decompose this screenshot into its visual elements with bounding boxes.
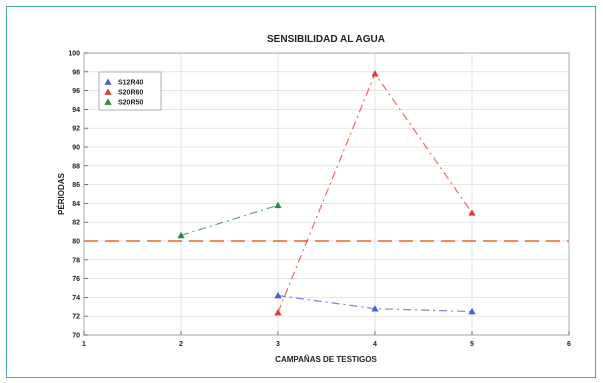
data-point-s20r60 (468, 209, 476, 216)
y-tick-label: 74 (72, 295, 80, 302)
y-tick-label: 72 (72, 314, 80, 321)
y-tick-label: 70 (72, 333, 80, 340)
y-tick-label: 80 (72, 239, 80, 246)
x-axis-label: CAMPAÑAS DE TESTIGOS (275, 355, 377, 364)
y-tick-label: 76 (72, 276, 80, 283)
y-tick-label: 98 (72, 69, 80, 76)
y-tick-label: 90 (72, 145, 80, 152)
grid-lines (83, 52, 570, 336)
data-point-s20r60 (274, 308, 282, 316)
legend-label-s12r40: S12R40 (118, 80, 143, 87)
data-point-s20r60 (371, 70, 379, 77)
y-tick-label: 82 (72, 220, 80, 227)
tick-labels: 70 72 74 76 78 80 82 84 86 88 90 92 94 96 98 100 1 2 3 4 5 6 (68, 51, 571, 349)
x-tick-label: 5 (470, 341, 474, 348)
x-tick-label: 1 (82, 341, 86, 348)
data-point-s20r50 (274, 201, 282, 209)
data-point-s20r50 (177, 231, 185, 239)
data-point-s12r40 (468, 307, 476, 315)
legend-marker-s20r50 (104, 98, 112, 105)
y-tick-label: 88 (72, 163, 80, 170)
x-tick-label: 3 (276, 341, 280, 348)
y-tick-label: 92 (72, 126, 80, 133)
x-tick-label: 2 (179, 341, 183, 348)
chart-title: SENSIBILIDAD AL AGUA (267, 34, 385, 45)
x-tick-label: 6 (567, 341, 571, 348)
y-tick-label: 86 (72, 182, 80, 189)
y-tick-label: 96 (72, 88, 80, 95)
series-line-s20r50 (180, 204, 279, 236)
legend: S12R40 S20R60 S20R50 (98, 71, 162, 111)
legend-label-s20r60: S20R60 (118, 90, 143, 97)
y-tick-label: 84 (72, 201, 80, 208)
data-point-s12r40 (274, 291, 282, 299)
legend-marker-s20r60 (104, 88, 112, 95)
legend-label-s20r50: S20R50 (118, 100, 143, 107)
series-group (177, 70, 476, 316)
x-tick-label: 4 (373, 341, 377, 348)
y-axis-label: PÉRIODAS (57, 172, 66, 214)
y-tick-label: 100 (68, 51, 80, 58)
y-tick-label: 78 (72, 257, 80, 264)
y-tick-label: 94 (72, 107, 80, 114)
data-point-s12r40 (371, 305, 379, 312)
legend-marker-s12r40 (104, 78, 112, 85)
